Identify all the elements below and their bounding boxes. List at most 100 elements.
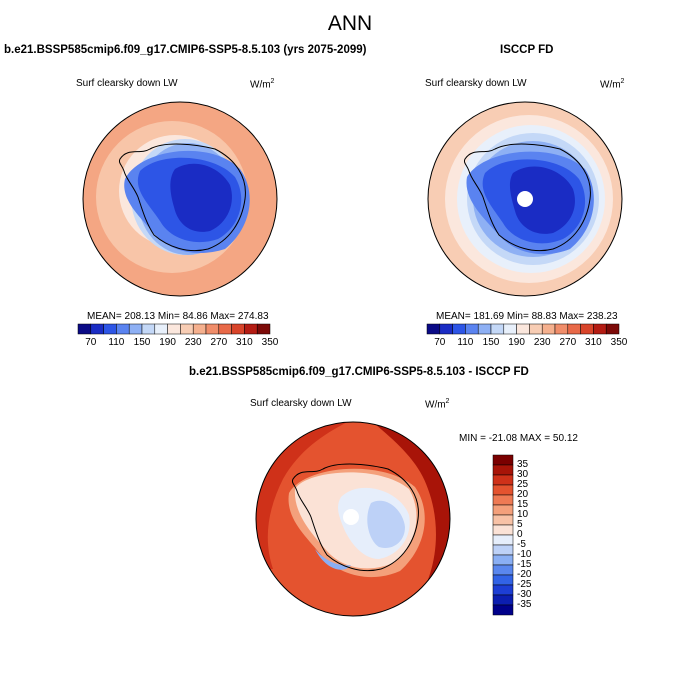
- diff-stats: MIN = -21.08 MAX = 50.12: [459, 433, 578, 444]
- colorbar-swatch: [180, 323, 194, 335]
- colorbar-tick-label: 110: [108, 337, 125, 348]
- colorbar-tick-label: -15: [517, 559, 532, 570]
- colorbar-swatch: [492, 604, 514, 616]
- diff-map-border: [255, 421, 451, 617]
- obs-colorbar: [426, 323, 620, 335]
- colorbar-swatch: [492, 544, 514, 556]
- colorbar-tick-label: 350: [610, 337, 628, 348]
- colorbar-tick-label: 30: [517, 469, 529, 480]
- colorbar-swatch: [492, 464, 514, 476]
- colorbar-swatch: [492, 474, 514, 486]
- colorbar-swatch: [231, 323, 245, 335]
- model-field-core3: [170, 163, 232, 232]
- colorbar-swatch: [503, 323, 517, 335]
- colorbar-tick-label: 310: [236, 337, 253, 348]
- colorbar-tick-label: -25: [517, 579, 532, 590]
- colorbar-tick-label: 0: [517, 529, 523, 540]
- colorbar-tick-label: 230: [533, 337, 551, 348]
- colorbar-tick-label: 110: [457, 337, 474, 348]
- colorbar-swatch: [580, 323, 594, 335]
- colorbar-swatch: [593, 323, 607, 335]
- colorbar-swatch: [490, 323, 505, 335]
- diff-colorbar: [492, 454, 514, 616]
- model-panel-title: b.e21.BSSP585cmip6.f09_g17.CMIP6-SSP5-8.…: [4, 44, 367, 56]
- colorbar-swatch: [492, 524, 514, 536]
- colorbar-swatch: [154, 323, 168, 335]
- colorbar-swatch: [244, 323, 258, 335]
- colorbar-tick-label: 35: [517, 459, 529, 470]
- diff-pole-hole: [343, 509, 359, 525]
- colorbar-tick-label: 270: [210, 337, 228, 348]
- colorbar-swatch: [128, 323, 143, 335]
- colorbar-tick-label: 230: [184, 337, 202, 348]
- colorbar-swatch: [529, 323, 543, 335]
- diff-polar-map: [255, 421, 451, 617]
- diff-panel-title: b.e21.BSSP585cmip6.f09_g17.CMIP6-SSP5-8.…: [189, 366, 529, 378]
- model-colorbar: [77, 323, 271, 335]
- colorbar-swatch: [452, 323, 466, 335]
- colorbar-swatch: [167, 323, 181, 335]
- page-title: ANN: [327, 12, 373, 35]
- obs-coastline: [464, 143, 591, 252]
- colorbar-tick-label: -35: [517, 599, 532, 610]
- colorbar-swatch: [492, 504, 514, 516]
- colorbar-tick-label: 190: [159, 337, 176, 348]
- colorbar-swatch: [205, 323, 220, 335]
- colorbar-tick-label: 15: [517, 499, 529, 510]
- colorbar-swatch: [192, 323, 207, 335]
- colorbar-swatch: [605, 323, 620, 335]
- obs-map-border: [427, 101, 623, 297]
- colorbar-swatch: [492, 494, 514, 506]
- colorbar-tick-label: -10: [517, 549, 532, 560]
- colorbar-swatch: [103, 323, 117, 335]
- colorbar-swatch: [492, 454, 514, 466]
- colorbar-swatch: [477, 323, 492, 335]
- colorbar-swatch: [492, 594, 514, 606]
- colorbar-swatch: [492, 554, 514, 566]
- model-units-label: W/m2: [250, 78, 275, 91]
- model-coastline: [119, 143, 246, 252]
- colorbar-swatch: [439, 323, 453, 335]
- colorbar-tick-label: 20: [517, 489, 529, 500]
- colorbar-tick-label: -5: [517, 539, 526, 550]
- colorbar-tick-label: 25: [517, 479, 529, 490]
- colorbar-swatch: [492, 564, 514, 576]
- colorbar-tick-label: 350: [261, 337, 279, 348]
- colorbar-swatch: [492, 574, 514, 586]
- colorbar-tick-label: 150: [482, 337, 500, 348]
- colorbar-swatch: [492, 584, 514, 596]
- colorbar-tick-label: 5: [517, 519, 523, 530]
- model-stats: MEAN= 208.13 Min= 84.86 Max= 274.83: [87, 311, 269, 322]
- colorbar-tick-label: 190: [508, 337, 525, 348]
- colorbar-swatch: [426, 323, 441, 335]
- diff-variable-label: Surf clearsky down LW: [250, 398, 352, 409]
- diff-field-ice-cool: [367, 500, 405, 549]
- colorbar-tick-label: 70: [434, 337, 446, 348]
- obs-units-label: W/m2: [600, 78, 625, 91]
- model-map-border: [82, 101, 278, 297]
- colorbar-swatch: [492, 534, 514, 546]
- colorbar-swatch: [554, 323, 569, 335]
- obs-polar-map: [427, 101, 623, 297]
- model-polar-map: [82, 101, 278, 297]
- colorbar-swatch: [465, 323, 479, 335]
- colorbar-swatch: [141, 323, 156, 335]
- obs-pole-hole: [517, 191, 533, 207]
- obs-field-core3: [509, 166, 575, 234]
- colorbar-swatch: [256, 323, 271, 335]
- colorbar-tick-label: -30: [517, 589, 532, 600]
- diff-coastline: [292, 463, 419, 572]
- obs-variable-label: Surf clearsky down LW: [425, 78, 527, 89]
- colorbar-swatch: [77, 323, 92, 335]
- colorbar-tick-label: 270: [559, 337, 577, 348]
- colorbar-tick-label: 70: [85, 337, 97, 348]
- colorbar-swatch: [90, 323, 104, 335]
- diff-units-label: W/m2: [425, 398, 450, 411]
- colorbar-swatch: [492, 514, 514, 526]
- colorbar-tick-label: -20: [517, 569, 532, 580]
- colorbar-tick-label: 310: [585, 337, 602, 348]
- colorbar-swatch: [218, 323, 232, 335]
- model-variable-label: Surf clearsky down LW: [76, 78, 178, 89]
- colorbar-swatch: [567, 323, 581, 335]
- colorbar-swatch: [116, 323, 130, 335]
